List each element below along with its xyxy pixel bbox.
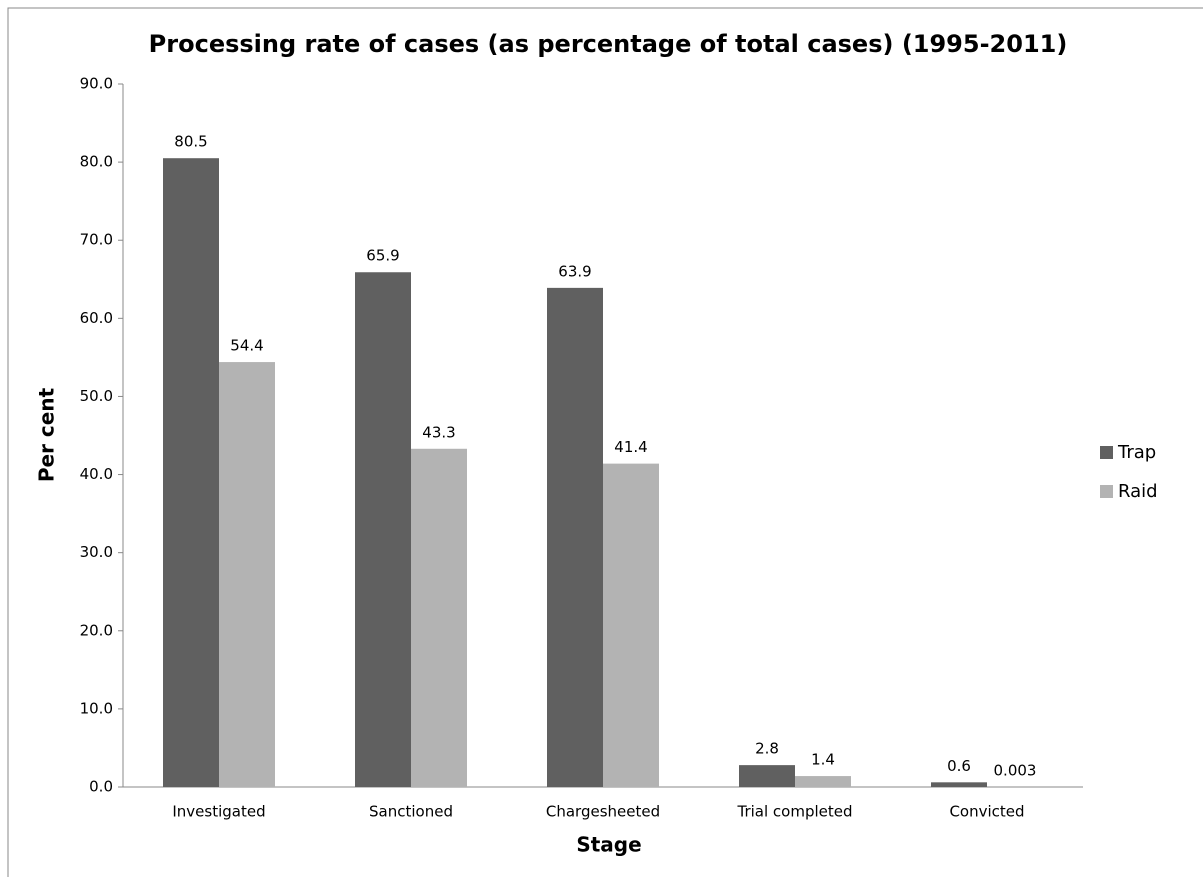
y-tick-label: 70.0 [80, 231, 113, 249]
data-label: 54.4 [230, 337, 263, 355]
data-label: 65.9 [366, 247, 399, 265]
y-tick-label: 50.0 [80, 387, 113, 405]
chart-title: Processing rate of cases (as percentage … [149, 30, 1068, 58]
y-tick-label: 0.0 [89, 778, 113, 796]
bar [355, 272, 411, 787]
bar [931, 782, 987, 787]
y-tick-label: 60.0 [80, 309, 113, 327]
bar [795, 776, 851, 787]
legend-label: Trap [1117, 442, 1156, 463]
y-axis-title: Per cent [35, 387, 59, 482]
bar [739, 765, 795, 787]
bar [603, 463, 659, 787]
data-label: 2.8 [755, 740, 779, 758]
x-axis-title: Stage [576, 833, 641, 857]
y-tick-label: 90.0 [80, 75, 113, 93]
data-label: 43.3 [422, 423, 455, 441]
y-tick-label: 20.0 [80, 621, 113, 639]
y-tick-label: 10.0 [80, 699, 113, 717]
y-tick-label: 80.0 [80, 153, 113, 171]
x-tick-label: Sanctioned [369, 803, 453, 821]
data-label: 41.4 [614, 438, 647, 456]
bar [163, 158, 219, 787]
data-label: 80.5 [174, 133, 207, 151]
legend-swatch [1100, 485, 1113, 498]
data-label: 0.6 [947, 757, 971, 775]
legend-label: Raid [1118, 481, 1158, 502]
y-tick-label: 40.0 [80, 465, 113, 483]
data-label: 0.003 [994, 761, 1037, 779]
bar [219, 362, 275, 787]
bar [411, 448, 467, 787]
x-tick-label: Trial completed [736, 803, 852, 821]
bar [547, 287, 603, 787]
y-tick-label: 30.0 [80, 543, 113, 561]
x-tick-label: Chargesheeted [546, 803, 660, 821]
data-label: 1.4 [811, 751, 835, 769]
x-tick-label: Convicted [949, 803, 1024, 821]
legend-swatch [1100, 446, 1113, 459]
data-label: 63.9 [558, 262, 591, 280]
x-tick-label: Investigated [172, 803, 265, 821]
